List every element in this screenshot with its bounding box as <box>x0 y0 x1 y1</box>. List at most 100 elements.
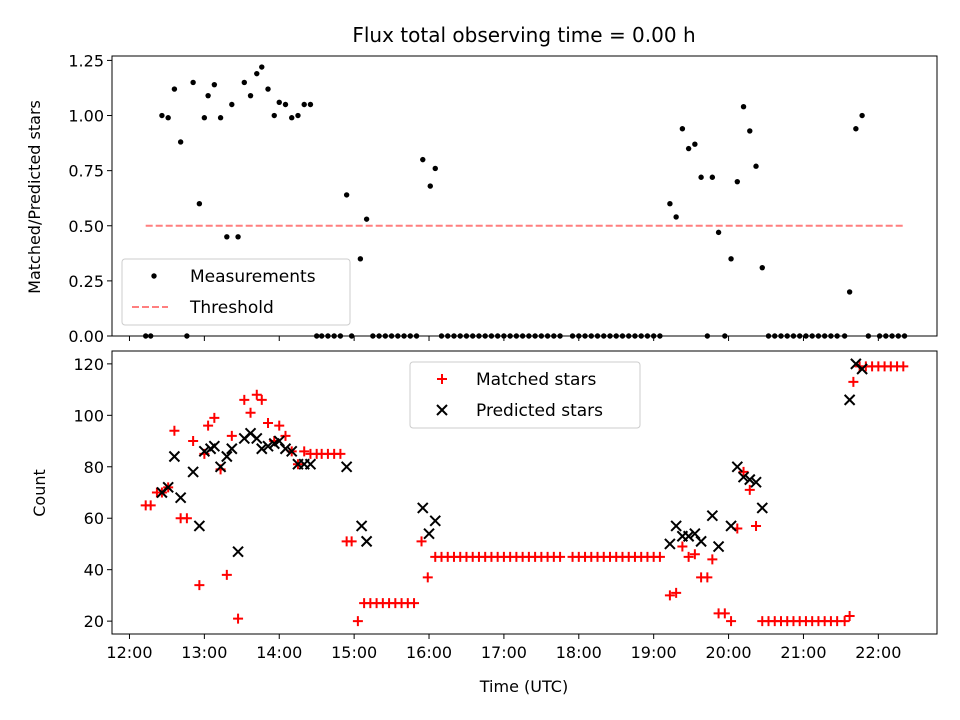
measurements-point <box>241 79 247 86</box>
bottom-x-tick-label: 22:00 <box>855 643 901 662</box>
measurements-point <box>307 101 314 108</box>
matched-stars-point <box>188 436 199 447</box>
bottom-x-tick-label: 18:00 <box>556 643 602 662</box>
legend-label-predicted-stars: Predicted stars <box>476 401 603 421</box>
matched-stars-point <box>744 484 755 495</box>
bottom-axes-frame <box>111 350 938 635</box>
bottom-x-tick-label: 21:00 <box>780 643 826 662</box>
predicted-stars-point <box>162 481 174 494</box>
measurements-point <box>679 126 686 132</box>
matched-stars-point <box>346 536 357 547</box>
top-plot-area: 0.00 0.25 0.50 0.75 1.00 1.25 Measurements Thre… <box>68 51 938 346</box>
predicted-stars-point <box>232 545 244 558</box>
matched-stars-point <box>299 446 310 457</box>
predicted-stars-point <box>843 394 856 406</box>
bottom-x-tick-label: 15:00 <box>331 643 377 662</box>
bottom-y-tick-label: 100 <box>73 406 104 425</box>
measurements-point <box>254 70 260 77</box>
measurements-point <box>747 128 753 134</box>
predicted-stars-point <box>168 450 181 463</box>
matched-stars-point <box>898 361 909 372</box>
measurements-point <box>673 214 679 220</box>
measurements-point <box>734 178 741 185</box>
measurements-point <box>177 139 184 145</box>
matched-stars-point <box>263 418 274 429</box>
measurements-point <box>271 112 277 119</box>
matched-stars-point <box>203 420 214 431</box>
legend-label-measurements: Measurements <box>190 267 316 287</box>
predicted-stars-point <box>198 445 211 458</box>
measurements-point <box>196 201 203 207</box>
measurements-point <box>295 112 301 119</box>
measurements-point <box>740 104 747 110</box>
matched-stars-point <box>233 613 244 624</box>
measurements-point <box>357 256 364 262</box>
matched-stars-point <box>226 430 237 441</box>
measurements-point <box>247 92 254 99</box>
measurements-point <box>709 174 716 180</box>
predicted-stars-point <box>744 473 756 486</box>
measurements-point <box>753 163 759 169</box>
measurements-point <box>759 264 765 271</box>
matched-stars-point <box>181 513 192 524</box>
top-y-tick-label: 1.25 <box>68 51 104 70</box>
measurements-point <box>289 115 295 121</box>
top-y-tick-label: 0.50 <box>68 217 104 236</box>
matched-stars-point <box>169 425 180 436</box>
measurements-point <box>201 115 208 121</box>
measurements-point <box>217 115 224 121</box>
bottom-y-tick-label: 40 <box>84 561 104 580</box>
matched-stars-point <box>256 394 267 405</box>
bottom-x-tick-label: 12:00 <box>106 643 152 662</box>
matched-stars-point <box>848 376 859 387</box>
bottom-legend-box <box>409 361 641 429</box>
bottom-x-tick-label: 14:00 <box>256 643 302 662</box>
predicted-stars-point <box>193 520 206 532</box>
matched-stars-point <box>707 554 718 565</box>
predicted-stars-point <box>725 520 737 532</box>
predicted-stars-point <box>682 530 695 542</box>
matched-stars-point <box>274 420 285 431</box>
predicted-stars-point <box>279 443 292 455</box>
matched-stars-point <box>671 587 682 598</box>
bottom-x-tick-label: 19:00 <box>631 643 677 662</box>
predicted-stars-point <box>340 461 353 473</box>
matched-stars-point <box>677 541 688 552</box>
matched-stars-point <box>664 590 675 601</box>
top-y-tick-label: 1.00 <box>68 107 104 126</box>
predicted-stars-point <box>695 535 707 548</box>
predicted-stars-point <box>221 450 233 463</box>
measurements-point <box>301 101 307 108</box>
predicted-stars-point <box>706 509 719 522</box>
measurements-point <box>224 234 230 240</box>
bottom-x-axis-label: Time (UTC) <box>479 677 568 696</box>
matched-stars-point <box>409 598 420 609</box>
measurements-point <box>343 192 350 198</box>
matched-stars-point <box>251 389 262 400</box>
predicted-stars-point <box>304 458 317 470</box>
matched-stars-point <box>738 466 749 477</box>
matched-stars-point <box>221 569 232 580</box>
predicted-stars-point <box>750 476 762 488</box>
predicted-stars-point <box>417 502 429 514</box>
measurements-point <box>229 101 235 108</box>
top-legend-box <box>121 258 351 326</box>
predicted-stars-point <box>187 466 199 478</box>
legend-marker-predicted-stars <box>436 404 448 416</box>
predicted-stars-point <box>360 535 373 548</box>
bottom-x-tick-label: 20:00 <box>706 643 752 662</box>
matched-stars-point <box>194 580 205 591</box>
measurements-point <box>165 115 171 121</box>
measurements-point <box>427 183 433 189</box>
top-chart-title: Flux total observing time = 0.00 h <box>352 23 695 47</box>
predicted-stars-point <box>251 432 263 445</box>
top-y-axis-label: Matched/Predicted stars <box>25 100 44 294</box>
predicted-stars-point <box>689 527 701 540</box>
predicted-stars-point <box>731 461 744 473</box>
matched-stars-point <box>654 551 665 562</box>
measurements-point <box>259 64 265 70</box>
bottom-legend: Matched stars Predicted stars <box>409 361 641 429</box>
measurements-point <box>667 201 673 207</box>
predicted-stars-point <box>664 538 676 550</box>
top-y-tick-label: 0.00 <box>68 327 104 346</box>
